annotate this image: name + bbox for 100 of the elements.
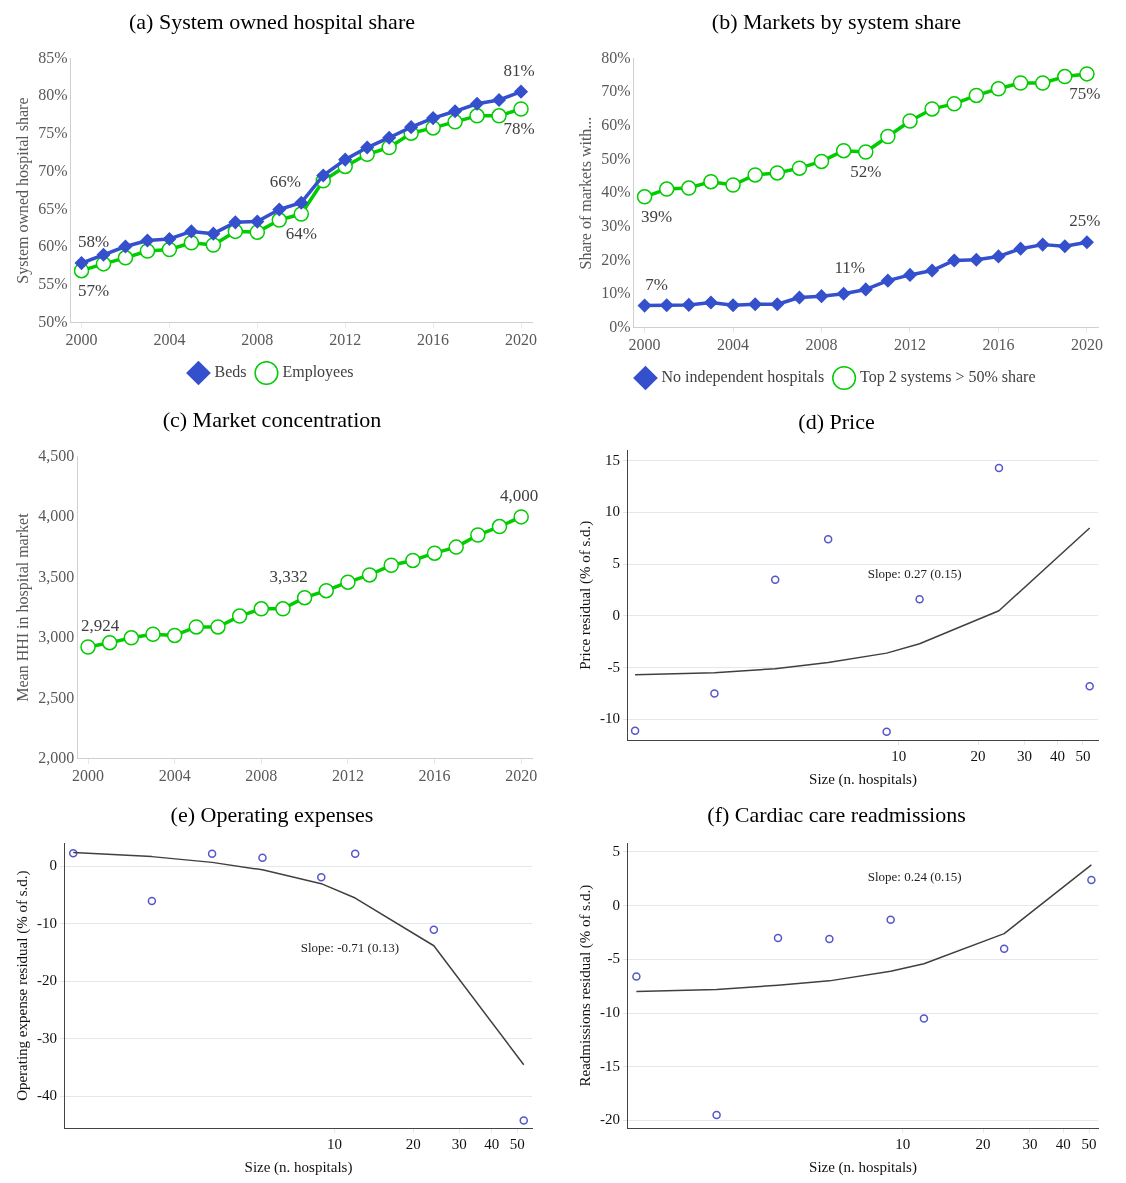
y-tick-label: 3,000 (38, 628, 75, 646)
x-axis-title: Size (n. hospitals) (244, 1158, 353, 1176)
y-tick-label: 80% (38, 86, 68, 104)
chart-title: (b) Markets by system share (711, 8, 962, 34)
point (813, 153, 830, 170)
point (448, 104, 462, 119)
data-label: 78% (503, 118, 535, 138)
x-tick-label: 50 (1075, 747, 1091, 764)
y-tick-label: 0 (612, 896, 620, 913)
point (513, 101, 529, 117)
data-label: 66% (269, 171, 301, 191)
x-tick-label: 2000 (65, 330, 98, 348)
x-tick-label: 20 (405, 1135, 421, 1152)
point (991, 249, 1006, 264)
point (381, 139, 397, 156)
point (769, 165, 786, 181)
point (249, 224, 266, 240)
x-tick-label: 2016 (417, 330, 450, 348)
y-axis-title: Readmissions residual (% of s.d.) (576, 884, 594, 1087)
point (166, 627, 183, 644)
y-tick-label: -20 (600, 1111, 620, 1128)
point (636, 189, 653, 205)
point (140, 233, 155, 248)
y-tick-label: 55% (38, 275, 68, 293)
y-tick-label: 85% (38, 48, 68, 66)
point (231, 608, 248, 624)
y-tick-label: 10% (601, 284, 631, 302)
x-tick-label: 10 (891, 747, 907, 764)
point (184, 224, 199, 239)
point (338, 152, 352, 167)
point (968, 87, 985, 104)
point (448, 539, 464, 555)
x-tick-label: 40 (1055, 1135, 1071, 1152)
point (747, 167, 763, 183)
y-tick-label: 4,500 (38, 446, 75, 464)
data-label: 58% (77, 232, 110, 252)
data-label: 7% (645, 274, 668, 294)
point (250, 214, 265, 229)
point (1079, 66, 1095, 82)
y-tick-label: -10 (37, 914, 57, 931)
y-tick-label: 60% (601, 115, 631, 133)
point (704, 295, 718, 310)
annotation: Slope: 0.27 (0.15) (867, 566, 962, 582)
point (903, 268, 917, 282)
point (74, 256, 89, 270)
point (360, 140, 374, 155)
point (924, 101, 940, 117)
point (293, 206, 310, 222)
point (272, 202, 287, 217)
y-tick-label: 50% (601, 149, 631, 167)
point (880, 128, 896, 145)
point (118, 239, 133, 254)
point (491, 518, 508, 535)
y-tick-label: 5 (612, 842, 620, 859)
y-tick-label: 3,500 (38, 567, 75, 585)
point (858, 144, 874, 160)
point (206, 226, 221, 241)
point (294, 195, 309, 210)
point (881, 273, 895, 288)
x-tick-label: 2016 (418, 766, 451, 784)
chart-title: (d) Price (798, 408, 875, 434)
x-tick-label: 2020 (1070, 335, 1103, 353)
point (318, 582, 335, 599)
x-tick-label: 2000 (628, 335, 661, 353)
y-tick-label: -40 (37, 1087, 57, 1104)
point (383, 557, 399, 574)
point (725, 177, 741, 193)
point (946, 96, 962, 112)
legend-label: Top 2 systems > 50% share (860, 368, 1036, 387)
y-tick-label: 0% (609, 318, 631, 335)
y-tick-label: 50% (38, 313, 68, 330)
point (1080, 235, 1094, 250)
point (80, 639, 96, 655)
point (726, 298, 740, 312)
point (1035, 237, 1050, 252)
data-label: 75% (1069, 83, 1101, 103)
point (703, 173, 719, 190)
y-axis-title: Price residual (% of s.d.) (576, 520, 594, 670)
point (1013, 241, 1028, 256)
point (659, 298, 674, 312)
data-label: 39% (641, 206, 673, 226)
point (162, 232, 177, 246)
y-tick-label: 4,000 (38, 507, 75, 525)
y-tick-label: 70% (38, 161, 68, 179)
point (426, 111, 440, 125)
point (925, 263, 939, 278)
x-tick-label: 40 (484, 1135, 500, 1152)
y-tick-label: 2,000 (38, 749, 75, 766)
point (902, 113, 918, 129)
x-tick-label: 2000 (72, 766, 105, 784)
y-tick-label: 20% (601, 250, 631, 268)
point (183, 234, 200, 251)
point (1012, 75, 1029, 91)
point (470, 527, 486, 543)
y-axis-title: System owned hospital share (13, 97, 32, 284)
point (447, 114, 463, 130)
legend-label: No independent hospitals (661, 368, 825, 387)
x-tick-label: 2016 (982, 335, 1015, 353)
x-tick-label: 2004 (158, 766, 191, 784)
y-tick-label: -5 (607, 950, 620, 967)
